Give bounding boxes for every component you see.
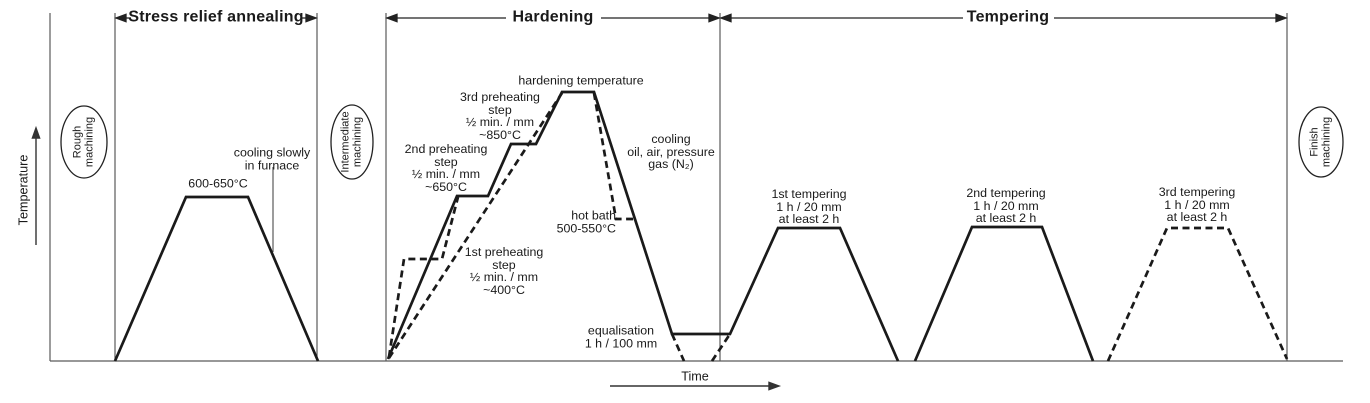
hot-bath-quench-dashed-curve	[592, 92, 634, 221]
hardening-temperature-label: hardening temperature	[518, 73, 644, 88]
equalisation-label: equalisation 1 h / 100 mm	[584, 323, 658, 350]
second-tempering-label: 2nd tempering 1 h / 20 mm at least 2 h	[966, 186, 1046, 226]
arrowhead-left-stress	[114, 13, 127, 23]
header-hardening: Hardening	[512, 8, 594, 26]
header-stress-relief-annealing: Stress relief annealing	[128, 8, 304, 26]
construction-lines	[49, 13, 1343, 362]
stress-relief-temperature-label: 600-650°C	[188, 176, 248, 191]
finish-machining-ellipse	[1298, 106, 1344, 178]
section-header-arrows	[114, 13, 1288, 23]
second-tempering-curve	[913, 225, 1095, 362]
hardening-and-first-tempering-curve	[386, 90, 900, 362]
fast-preheat-dashed-curve	[387, 196, 460, 358]
arrowhead-left-hardening	[385, 13, 398, 23]
header-tempering: Tempering	[966, 8, 1050, 26]
first-tempering-label: 1st tempering 1 h / 20 mm at least 2 h	[771, 187, 847, 227]
continuous-ramp-dashed-curve	[387, 92, 564, 359]
solid-curves	[113, 90, 1095, 362]
hot-bath-label: hot bath 500-550°C	[556, 208, 616, 235]
time-arrowhead	[768, 381, 782, 391]
finish-machining-label: Finish machining	[1308, 116, 1333, 168]
arrowhead-right-hardening	[708, 13, 721, 23]
arrowhead-right-tempering	[1275, 13, 1288, 23]
intermediate-machining-label: Intermediate machining	[339, 111, 364, 173]
second-preheating-step-label: 2nd preheating step ½ min. / mm ~650°C	[404, 141, 488, 194]
third-tempering-dashed-curve	[1106, 226, 1289, 362]
arrowhead-left-tempering	[719, 13, 732, 23]
intermediate-machining-ellipse	[330, 104, 374, 180]
x-axis-label: Time	[681, 369, 709, 384]
axis-arrows	[31, 125, 782, 391]
dashed-curves	[387, 92, 1289, 362]
third-preheating-step-label: 3rd preheating step ½ min. / mm ~850°C	[460, 89, 540, 142]
equalisation-cooldown-dashed	[670, 333, 686, 362]
equalisation-reheat-dashed	[710, 333, 732, 362]
temperature-arrowhead	[31, 125, 41, 139]
third-tempering-label: 3rd tempering 1 h / 20 mm at least 2 h	[1158, 185, 1236, 225]
first-preheating-step-label: 1st preheating step ½ min. / mm ~400°C	[464, 244, 544, 297]
cooling-media-label: cooling oil, air, pressure gas (N₂)	[627, 132, 715, 172]
cooling-slowly-note: cooling slowly in furnace	[233, 145, 311, 172]
stress-relief-curve	[113, 195, 320, 362]
rough-machining-label: Rough machining	[71, 116, 96, 168]
y-axis-label: Temperature	[16, 154, 31, 226]
arrowhead-right-stress	[305, 13, 318, 23]
machining-ellipses	[60, 104, 1344, 180]
rough-machining-ellipse	[60, 105, 108, 179]
